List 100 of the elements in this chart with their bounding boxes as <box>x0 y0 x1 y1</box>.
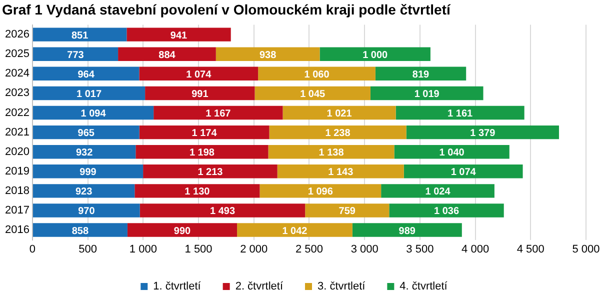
y-tick-label: 2022 <box>4 106 30 119</box>
data-label: 1 060 <box>304 69 330 80</box>
bar <box>282 106 396 120</box>
bar <box>406 125 559 140</box>
data-label: 1 167 <box>206 108 232 120</box>
data-label: 759 <box>338 206 356 218</box>
bar <box>134 184 260 198</box>
x-tick-label: 4 000 <box>462 243 490 256</box>
bar <box>352 223 462 237</box>
data-label: 1 094 <box>80 108 106 120</box>
data-label: 1 138 <box>318 148 344 159</box>
data-label: 1 021 <box>326 108 352 120</box>
data-label: 1 174 <box>192 128 218 140</box>
bar <box>139 66 258 81</box>
bar <box>305 204 390 218</box>
data-label: 884 <box>158 50 176 61</box>
bar <box>396 106 524 120</box>
data-label: 1 198 <box>189 148 215 159</box>
y-tick-label: 2026 <box>4 28 30 41</box>
legend-label: 1. čtvrtletí <box>153 280 202 293</box>
bar <box>258 66 376 81</box>
bar <box>143 164 278 178</box>
bar <box>254 86 370 100</box>
data-label: 1 000 <box>362 50 388 61</box>
data-label: 989 <box>398 226 416 237</box>
bar <box>370 86 484 100</box>
bar <box>32 204 140 218</box>
bar <box>216 47 320 61</box>
x-tick-label: 1 500 <box>184 243 212 256</box>
y-tick-label: 2016 <box>4 224 30 236</box>
x-tick-label: 2 000 <box>240 243 268 256</box>
data-label: 990 <box>174 226 192 237</box>
data-label: 941 <box>170 30 188 42</box>
data-label: 932 <box>76 148 94 159</box>
bar <box>394 144 510 159</box>
bar <box>145 86 255 100</box>
data-label: 858 <box>72 226 89 237</box>
data-label: 1 143 <box>328 167 354 178</box>
bar <box>140 204 306 218</box>
data-label: 1 017 <box>76 88 102 100</box>
data-label: 1 379 <box>470 128 496 140</box>
x-tick-label: 1 000 <box>129 243 157 256</box>
data-label: 773 <box>67 50 84 61</box>
bar <box>32 125 140 140</box>
data-label: 999 <box>80 167 97 178</box>
data-label: 1 019 <box>414 88 440 100</box>
y-tick-label: 2023 <box>4 87 30 100</box>
y-tick-label: 2019 <box>4 165 30 178</box>
bar <box>126 28 231 42</box>
x-tick-label: 5 000 <box>572 243 600 256</box>
data-label: 1 213 <box>198 167 224 178</box>
bar <box>32 144 136 159</box>
bar <box>260 184 382 198</box>
x-tick-label: 3 500 <box>406 243 434 256</box>
bar <box>118 47 216 61</box>
bar <box>381 184 494 198</box>
y-tick-label: 2020 <box>4 146 30 158</box>
data-label: 819 <box>412 69 430 80</box>
bar <box>268 144 394 159</box>
bar <box>277 164 404 178</box>
bar <box>32 223 128 237</box>
bar <box>404 164 523 178</box>
data-label: 1 238 <box>325 128 351 140</box>
data-label: 1 074 <box>450 167 476 178</box>
y-tick-label: 2018 <box>4 184 30 197</box>
data-label: 1 096 <box>308 186 334 198</box>
bar <box>389 204 504 218</box>
x-tick-label: 0 <box>29 243 36 256</box>
bar <box>154 106 283 120</box>
x-tick-label: 500 <box>78 243 98 256</box>
bar <box>32 164 144 178</box>
bar <box>375 66 466 81</box>
data-label: 965 <box>78 128 95 140</box>
y-tick-label: 2017 <box>4 204 30 217</box>
data-label: 1 161 <box>448 108 474 120</box>
bar <box>32 86 146 100</box>
bar <box>237 223 352 237</box>
data-label: 938 <box>259 50 277 61</box>
bar <box>32 106 154 120</box>
data-label: 1 130 <box>184 186 210 198</box>
bar <box>139 125 270 140</box>
bar <box>32 28 127 42</box>
data-label: 1 036 <box>434 206 460 218</box>
legend-label: 2. čtvrtletí <box>235 280 284 293</box>
y-tick-label: 2021 <box>4 126 30 138</box>
x-tick-label: 4 500 <box>516 243 544 256</box>
bar <box>127 223 238 237</box>
x-tick-label: 2 500 <box>295 243 323 256</box>
bar <box>32 66 140 81</box>
data-label: 970 <box>78 206 96 218</box>
legend-label: 4. čtvrtletí <box>400 280 448 293</box>
data-label: 1 493 <box>210 206 236 218</box>
chart-title: Graf 1 Vydaná stavební povolení v Olomouckém kraji podle čtvrtletí <box>2 1 452 18</box>
data-label: 1 045 <box>300 88 326 100</box>
bar <box>32 47 118 61</box>
data-label: 964 <box>78 69 95 80</box>
data-label: 1 040 <box>439 148 465 159</box>
bar <box>32 184 135 198</box>
y-tick-label: 2024 <box>4 68 30 80</box>
y-tick-label: 2025 <box>4 48 30 60</box>
